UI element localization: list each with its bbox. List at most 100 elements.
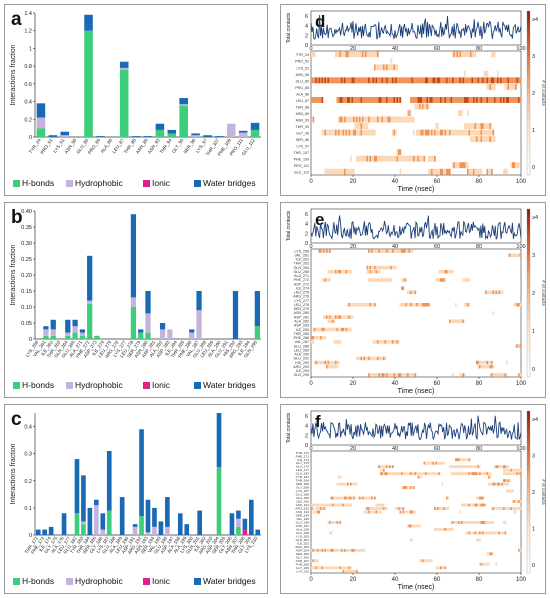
- contact-cell: [443, 269, 445, 274]
- contact-cell: [483, 531, 486, 535]
- contact-cell: [351, 77, 354, 84]
- contact-cell: [387, 249, 390, 253]
- contact-cell: [444, 527, 447, 531]
- contact-cell: [491, 51, 493, 58]
- colorbar-tick-label: 2: [532, 291, 535, 297]
- residue-label: ALA_86: [296, 92, 309, 96]
- contact-cell: [383, 356, 385, 361]
- contact-cell: [336, 168, 339, 175]
- residue-label: ASN_89: [296, 112, 309, 116]
- contact-cell: [413, 96, 415, 103]
- contact-cell: [317, 327, 319, 332]
- contact-cell: [413, 373, 415, 377]
- bar-water: [61, 513, 67, 535]
- contact-cell: [462, 458, 465, 462]
- contact-cell: [347, 482, 349, 486]
- contact-cell: [518, 373, 520, 377]
- contact-cell: [345, 327, 348, 332]
- contact-cell: [372, 129, 375, 136]
- total-tick-label: 4: [305, 24, 308, 30]
- legend-label-hbond: H-bonds: [22, 178, 54, 188]
- contact-cell: [504, 465, 507, 469]
- contact-cell: [438, 507, 441, 510]
- panel-b: b Interactions fraction 0 0.05 0.10 0.15 0.20 0…: [4, 202, 268, 398]
- contact-cell: [338, 503, 340, 507]
- contact-cell: [342, 566, 345, 570]
- contact-cell: [507, 472, 510, 476]
- contact-cell: [492, 77, 495, 84]
- contact-cell: [486, 521, 489, 524]
- contact-cell: [501, 373, 504, 377]
- bar-water: [145, 499, 151, 533]
- contact-cell: [474, 129, 477, 136]
- contact-cell: [515, 500, 517, 503]
- contact-cell: [321, 129, 324, 136]
- contact-cell: [440, 278, 442, 282]
- contact-cell: [371, 51, 373, 58]
- contact-cell: [414, 510, 417, 514]
- contact-cell: [513, 77, 516, 84]
- contact-cell: [426, 96, 429, 103]
- contact-cell: [395, 64, 397, 71]
- contact-cell: [398, 96, 400, 103]
- contact-cell: [392, 155, 394, 162]
- contact-cell: [338, 51, 340, 58]
- contact-cell: [371, 155, 373, 162]
- contact-cell: [402, 507, 405, 510]
- contact-cell: [366, 269, 369, 274]
- contact-cell: [416, 302, 418, 307]
- contact-cell: [315, 559, 318, 563]
- contact-cell: [327, 566, 330, 570]
- residue-label: LYS_256: [294, 249, 309, 253]
- contact-cell: [465, 51, 468, 58]
- contact-cell: [377, 116, 379, 123]
- contact-cell: [482, 521, 484, 524]
- contact-cell: [503, 373, 505, 377]
- contact-cell: [387, 77, 390, 84]
- contact-cell: [395, 77, 397, 84]
- contact-cell: [404, 278, 406, 282]
- contact-cell: [479, 496, 481, 500]
- contact-cell: [351, 482, 354, 486]
- contact-cell: [500, 96, 502, 103]
- contact-cell: [450, 465, 453, 469]
- contact-cell: [456, 96, 459, 103]
- contact-cell: [438, 566, 441, 570]
- contact-cell: [387, 265, 390, 270]
- contact-cell: [515, 510, 517, 514]
- contact-cell: [477, 531, 480, 535]
- contact-cell: [347, 129, 349, 136]
- contact-cell: [467, 123, 469, 130]
- contact-cell: [467, 531, 469, 535]
- contact-cell: [368, 373, 370, 377]
- contact-cell: [341, 482, 343, 486]
- legend-swatch-hbond: [13, 180, 20, 187]
- residue-label: ASP_204: [296, 548, 309, 552]
- contact-cell: [330, 269, 333, 274]
- contact-cell: [474, 77, 477, 84]
- contact-cell: [374, 155, 376, 162]
- contact-cell: [362, 116, 364, 123]
- time-tick-label: 60: [434, 381, 441, 387]
- contact-cell: [446, 168, 448, 175]
- legend-swatch-ionic: [143, 180, 150, 187]
- contact-cell: [338, 475, 340, 479]
- contact-cell: [441, 527, 444, 531]
- residue-label: ALA_176: [296, 465, 309, 469]
- contact-cell: [372, 249, 375, 253]
- contact-cell: [350, 51, 352, 58]
- contact-cell: [359, 51, 361, 58]
- contact-cell: [491, 136, 493, 143]
- residue-label: THR_263: [294, 262, 309, 266]
- contact-cell: [348, 96, 351, 103]
- panel-d: d Total contacts 0 2 4 6 TYR_24 PRO_51 LYS_51 ASN…: [280, 4, 546, 196]
- contact-cell: [344, 168, 346, 175]
- contact-cell: [323, 249, 325, 253]
- contact-cell: [474, 51, 477, 58]
- contact-cell: [438, 527, 441, 531]
- contact-cell: [485, 503, 487, 507]
- residue-label: LYS_210: [296, 569, 309, 573]
- contact-cell: [467, 168, 469, 175]
- contact-cell: [503, 465, 505, 469]
- residue-label: TYR_24: [296, 53, 309, 57]
